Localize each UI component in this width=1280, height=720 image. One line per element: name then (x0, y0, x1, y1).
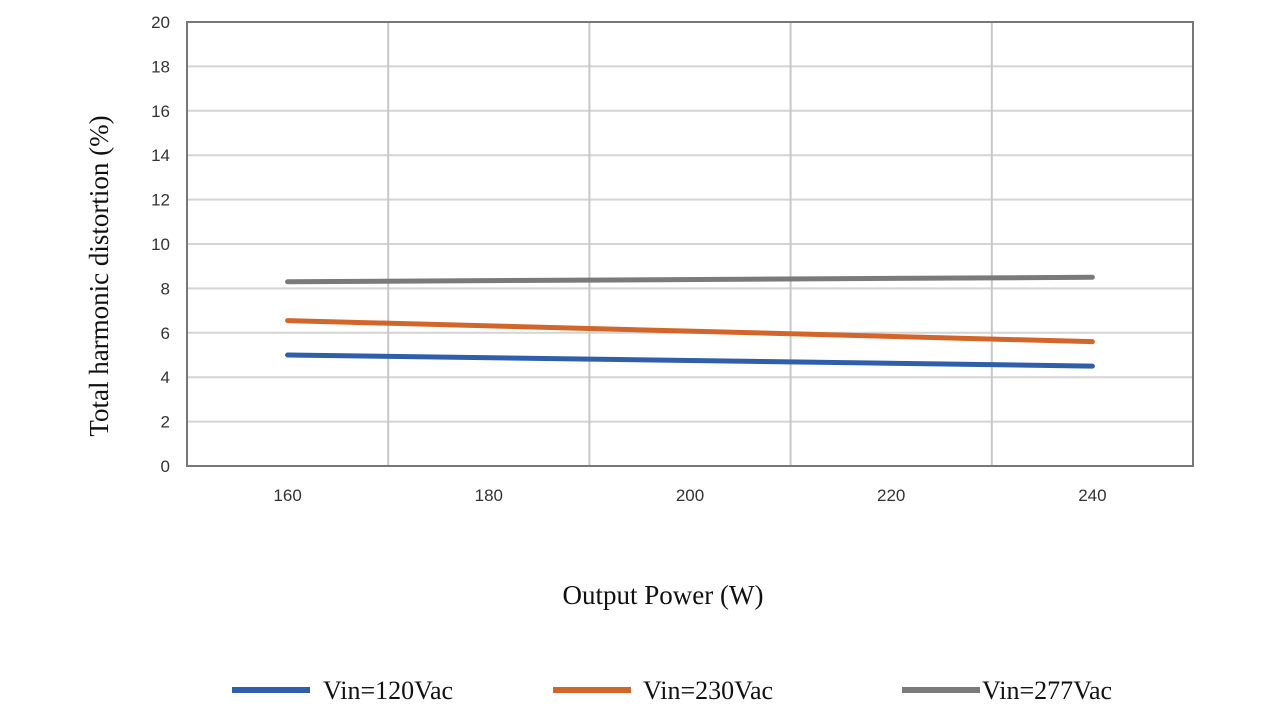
y-tick-label: 8 (161, 279, 170, 298)
x-tick-label: 240 (1078, 486, 1106, 505)
y-tick-label: 10 (151, 235, 170, 254)
y-tick-label: 12 (151, 191, 170, 210)
y-tick-label: 2 (161, 413, 170, 432)
x-tick-label: 200 (676, 486, 704, 505)
x-tick-labels: 160 180 200 220 240 (273, 486, 1106, 505)
x-axis-label: Output Power (W) (563, 580, 764, 610)
legend-item: Vin=277Vac (902, 676, 1112, 705)
legend-label: Vin=230Vac (643, 676, 773, 705)
x-tick-label: 220 (877, 486, 905, 505)
y-tick-label: 0 (161, 457, 170, 476)
grid (187, 22, 1193, 466)
y-tick-label: 6 (161, 324, 170, 343)
series-lines (285, 274, 1095, 369)
series-line (285, 318, 1095, 345)
y-tick-label: 14 (151, 146, 170, 165)
y-tick-label: 18 (151, 57, 170, 76)
legend-item: Vin=120Vac (232, 676, 453, 705)
legend-label: Vin=120Vac (323, 676, 453, 705)
series-line (285, 274, 1095, 285)
x-tick-label: 160 (273, 486, 301, 505)
legend-item: Vin=230Vac (553, 676, 773, 705)
y-tick-label: 4 (161, 368, 170, 387)
legend-label: Vin=277Vac (982, 676, 1112, 705)
y-tick-labels: 0 2 4 6 8 10 12 14 16 18 20 (151, 13, 170, 476)
y-axis-label: Total harmonic distortion (%) (84, 115, 114, 436)
legend: Vin=120Vac Vin=230Vac Vin=277Vac (232, 676, 1112, 705)
y-tick-label: 20 (151, 13, 170, 32)
y-tick-label: 16 (151, 102, 170, 121)
plot-area-frame (186, 21, 1194, 467)
series-line (285, 352, 1095, 369)
x-tick-label: 180 (475, 486, 503, 505)
